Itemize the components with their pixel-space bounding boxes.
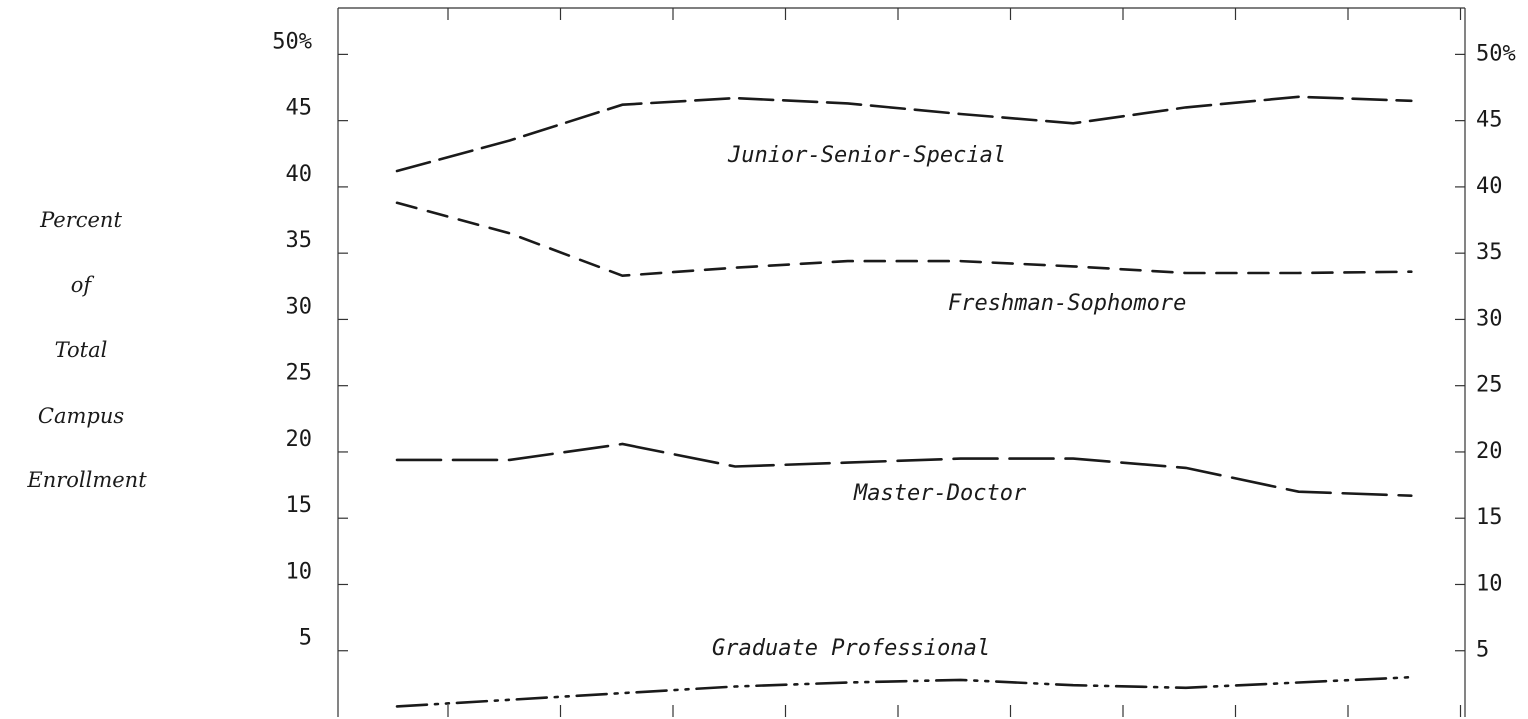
y-tick-label-right: 35 [1476, 240, 1503, 265]
right-y-tick-labels: 5 10 15 20 25 30 35 40 45 50% [1476, 41, 1516, 662]
y-tick-label-left: 40 [286, 162, 313, 187]
series-labels: Junior-Senior-Special Freshman-Sophomore M… [712, 143, 1186, 661]
series-line-3 [395, 675, 1413, 708]
y-tick-label-left: 5 [299, 626, 312, 651]
series-label-2: Master-Doctor [853, 481, 1027, 506]
plot-frame [337, 7, 1466, 717]
y-tick-label-left: 20 [286, 427, 313, 452]
y-tick-label-left: 45 [286, 96, 313, 121]
series-line-0 [395, 95, 1413, 173]
y-tick-label-left: 15 [286, 493, 313, 518]
y-tick-label-right: 15 [1476, 505, 1503, 530]
left-y-tick-labels: 5 10 15 20 25 30 35 40 45 50% [272, 29, 312, 650]
y-tick-label-right: 20 [1476, 439, 1503, 464]
y-tick-label-left: 10 [286, 559, 313, 584]
y-tick-label-right: 5 [1476, 638, 1489, 663]
series-line-1 [395, 201, 1413, 278]
y-tick-label-right: 25 [1476, 373, 1503, 398]
y-tick-label-right: 30 [1476, 306, 1503, 331]
y-tick-label-right: 45 [1476, 108, 1503, 133]
series-label-0: Junior-Senior-Special [727, 143, 1006, 168]
y-tick-label-left: 50% [272, 29, 312, 54]
axis-ticks [338, 8, 1465, 717]
y-axis-title-line: Percent [39, 208, 122, 232]
y-axis-title-line: Campus [38, 404, 124, 428]
y-axis-title: Percent of Total Campus Enrollment [26, 208, 147, 492]
series-line-2 [395, 442, 1413, 498]
series-label-1: Freshman-Sophomore [948, 291, 1186, 316]
y-axis-title-line: Enrollment [26, 468, 147, 492]
y-axis-title-line: Total [55, 338, 108, 362]
y-tick-label-left: 35 [286, 228, 313, 253]
y-tick-label-left: 25 [286, 361, 313, 386]
y-axis-title-line: of [71, 273, 95, 297]
y-tick-label-left: 30 [286, 294, 313, 319]
y-tick-label-right: 10 [1476, 571, 1503, 596]
series-lines [395, 95, 1413, 708]
y-tick-label-right: 40 [1476, 174, 1503, 199]
series-label-3: Graduate Professional [712, 636, 990, 661]
y-tick-label-right: 50% [1476, 41, 1516, 66]
